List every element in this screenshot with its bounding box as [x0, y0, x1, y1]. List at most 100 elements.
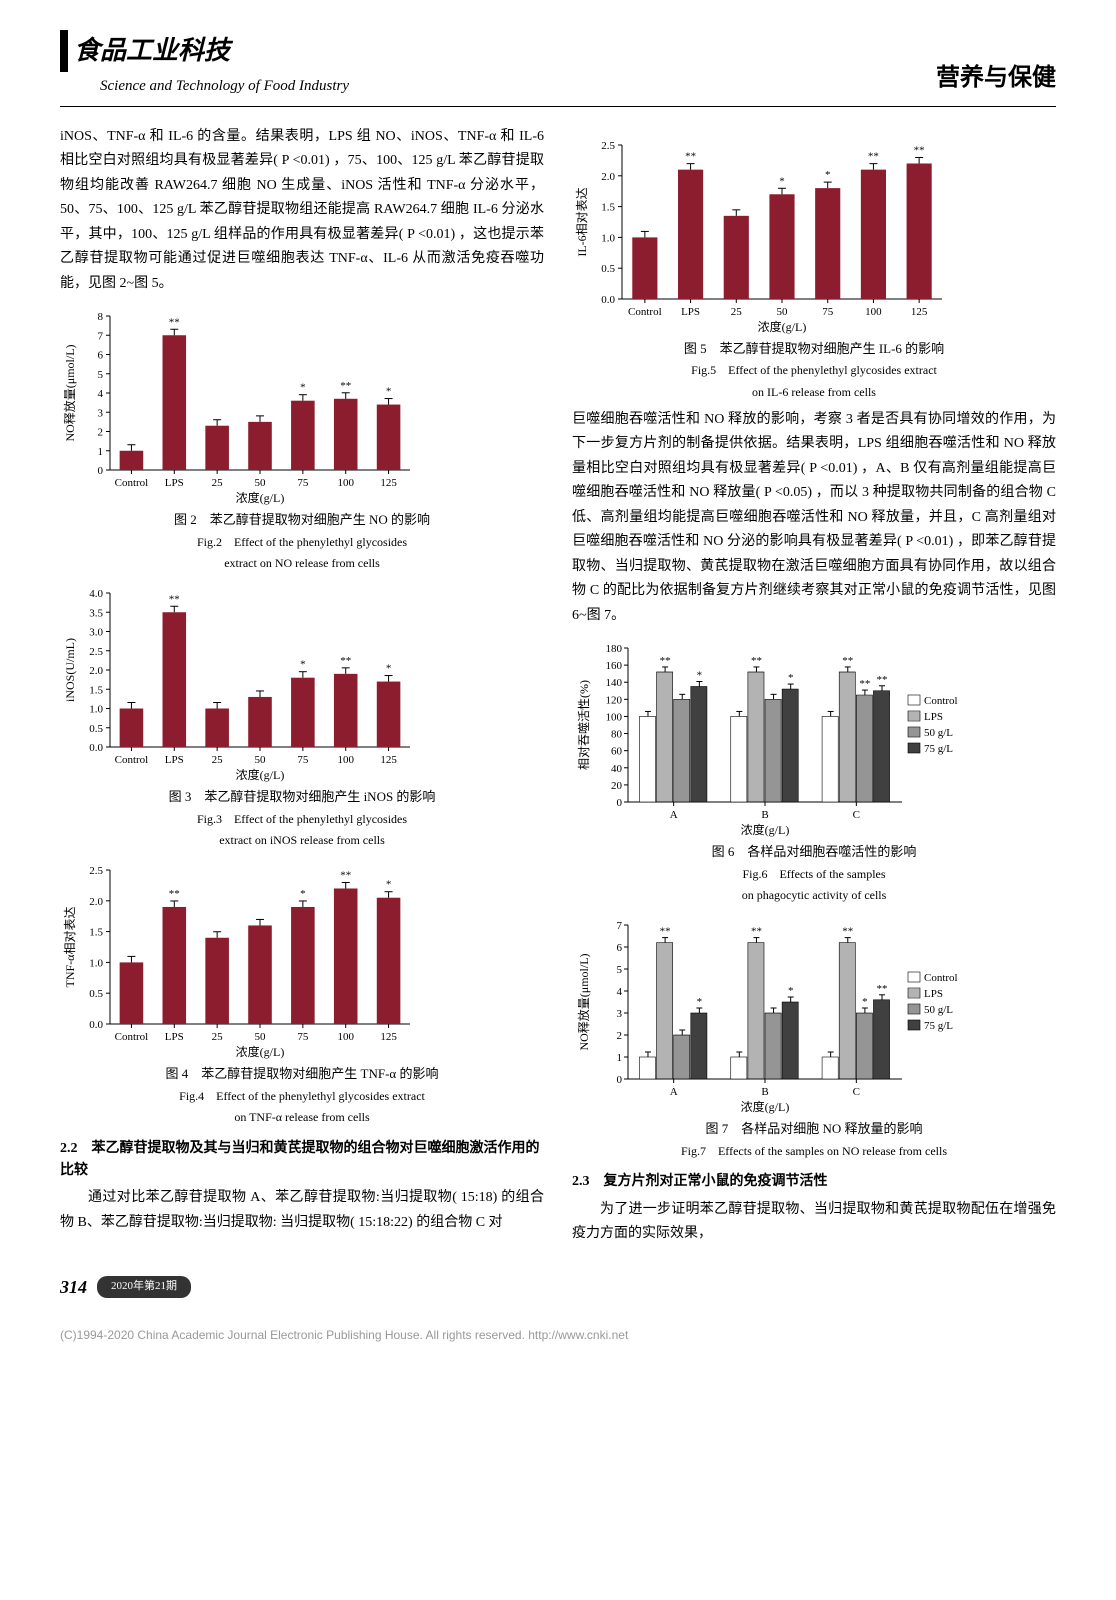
svg-text:50: 50 [255, 1031, 267, 1043]
fig7-wrap: 01234567NO释放量(μmol/L)***A***B*****C浓度(g/… [572, 915, 1056, 1161]
svg-text:75 g/L: 75 g/L [924, 743, 953, 755]
svg-text:**: ** [169, 316, 180, 328]
svg-text:*: * [300, 659, 306, 671]
svg-text:1.0: 1.0 [601, 232, 615, 244]
svg-text:**: ** [169, 594, 180, 606]
intro-para: iNOS、TNF-α 和 IL-6 的含量。结果表明，LPS 组 NO、iNOS… [60, 125, 544, 297]
two-column-layout: iNOS、TNF-α 和 IL-6 的含量。结果表明，LPS 组 NO、iNOS… [60, 125, 1056, 1247]
sec22-para: 通过对比苯乙醇苷提取物 A、苯乙醇苷提取物:当归提取物( 15:18) 的组合物… [60, 1186, 544, 1235]
page-number: 314 [60, 1273, 87, 1302]
svg-text:**: ** [914, 144, 925, 156]
svg-text:LPS: LPS [681, 306, 700, 318]
svg-text:B: B [761, 1086, 768, 1098]
svg-text:2: 2 [98, 427, 104, 439]
svg-text:4: 4 [98, 388, 104, 400]
svg-text:**: ** [751, 655, 762, 667]
fig7-caption-en1: Fig.7 Effects of the samples on NO relea… [572, 1142, 1056, 1161]
svg-text:**: ** [877, 983, 888, 995]
fig4-wrap: 0.00.51.01.52.02.5TNF-α相对表达Control**LPS2… [60, 860, 544, 1127]
svg-text:*: * [697, 670, 703, 682]
svg-text:120: 120 [606, 695, 623, 707]
svg-text:LPS: LPS [165, 1031, 184, 1043]
fig5-caption-en2: on IL-6 release from cells [572, 383, 1056, 402]
svg-text:LPS: LPS [924, 988, 943, 1000]
svg-text:浓度(g/L): 浓度(g/L) [236, 490, 285, 505]
fig5-caption-zh: 图 5 苯乙醇苷提取物对细胞产生 IL-6 的影响 [572, 339, 1056, 360]
fig5-wrap: 0.00.51.01.52.02.5IL-6相对表达Control**LPS25… [572, 135, 1056, 402]
fig3-caption-zh: 图 3 苯乙醇苷提取物对细胞产生 iNOS 的影响 [60, 787, 544, 808]
svg-text:**: ** [169, 888, 180, 900]
svg-text:**: ** [340, 380, 351, 392]
svg-text:125: 125 [380, 1031, 397, 1043]
sec22-head: 2.2 苯乙醇苷提取物及其与当归和黄芪提取物的组合物对巨噬细胞激活作用的比较 [60, 1138, 544, 1183]
svg-text:C: C [853, 809, 860, 821]
svg-text:0.5: 0.5 [89, 989, 103, 1001]
sec23-head: 2.3 复方片剂对正常小鼠的免疫调节活性 [572, 1171, 1056, 1193]
fig5-chart: 0.00.51.01.52.02.5IL-6相对表达Control**LPS25… [572, 135, 1056, 335]
svg-text:0: 0 [98, 465, 104, 477]
right-column: 0.00.51.01.52.02.5IL-6相对表达Control**LPS25… [572, 125, 1056, 1247]
svg-text:Control: Control [115, 1031, 149, 1043]
svg-text:0: 0 [617, 797, 623, 809]
svg-text:**: ** [340, 655, 351, 667]
page-footer: 314 2020年第21期 [60, 1273, 1056, 1302]
svg-text:100: 100 [606, 712, 623, 724]
svg-text:**: ** [868, 150, 879, 162]
svg-text:50 g/L: 50 g/L [924, 1004, 953, 1016]
svg-text:100: 100 [337, 754, 354, 766]
svg-text:6: 6 [617, 942, 623, 954]
svg-text:3: 3 [617, 1008, 623, 1020]
svg-text:1: 1 [98, 446, 104, 458]
svg-text:20: 20 [611, 780, 623, 792]
fig2-chart: 012345678NO释放量(μmol/L)Control**LPS2550*7… [60, 306, 544, 506]
svg-text:6: 6 [98, 350, 104, 362]
fig6-caption-zh: 图 6 各样品对细胞吞噬活性的影响 [572, 842, 1056, 863]
svg-text:2.5: 2.5 [601, 140, 615, 152]
fig2-caption-en2: extract on NO release from cells [60, 554, 544, 573]
svg-text:*: * [697, 996, 703, 1008]
svg-text:2.0: 2.0 [601, 170, 615, 182]
svg-text:A: A [670, 1086, 678, 1098]
svg-text:*: * [386, 663, 392, 675]
svg-text:2.5: 2.5 [89, 646, 103, 658]
svg-text:浓度(g/L): 浓度(g/L) [758, 319, 807, 334]
svg-text:2.0: 2.0 [89, 665, 103, 677]
svg-text:75 g/L: 75 g/L [924, 1020, 953, 1032]
svg-text:100: 100 [337, 1031, 354, 1043]
fig4-caption-en1: Fig.4 Effect of the phenylethyl glycosid… [60, 1087, 544, 1106]
svg-text:Control: Control [924, 972, 958, 984]
svg-text:浓度(g/L): 浓度(g/L) [236, 1044, 285, 1059]
svg-text:0.5: 0.5 [601, 263, 615, 275]
svg-text:*: * [779, 175, 785, 187]
svg-text:140: 140 [606, 677, 623, 689]
svg-text:50 g/L: 50 g/L [924, 727, 953, 739]
fig6-chart: 020406080100120140160180相对吞噬活性(%)***A***… [572, 638, 1056, 838]
svg-text:160: 160 [606, 660, 623, 672]
svg-text:**: ** [877, 674, 888, 686]
svg-text:25: 25 [212, 1031, 224, 1043]
fig4-caption-zh: 图 4 苯乙醇苷提取物对细胞产生 TNF-α 的影响 [60, 1064, 544, 1085]
svg-text:100: 100 [337, 477, 354, 489]
svg-text:75: 75 [297, 1031, 309, 1043]
svg-text:浓度(g/L): 浓度(g/L) [236, 767, 285, 782]
svg-text:*: * [300, 888, 306, 900]
page-header: 食品工业科技 Science and Technology of Food In… [60, 30, 1056, 98]
fig6-caption-en1: Fig.6 Effects of the samples [572, 865, 1056, 884]
svg-text:4.0: 4.0 [89, 588, 103, 600]
svg-text:50: 50 [255, 477, 267, 489]
svg-text:125: 125 [911, 306, 928, 318]
svg-text:B: B [761, 809, 768, 821]
svg-text:**: ** [751, 926, 762, 938]
svg-text:iNOS(U/mL): iNOS(U/mL) [63, 638, 77, 702]
svg-text:浓度(g/L): 浓度(g/L) [741, 1099, 790, 1114]
svg-text:0.0: 0.0 [89, 1019, 103, 1031]
svg-text:180: 180 [606, 643, 623, 655]
fig6-caption-en2: on phagocytic activity of cells [572, 886, 1056, 905]
svg-text:3.5: 3.5 [89, 608, 103, 620]
svg-text:75: 75 [297, 477, 309, 489]
svg-text:60: 60 [611, 746, 623, 758]
header-rule [60, 106, 1056, 107]
svg-text:125: 125 [380, 754, 397, 766]
fig4-caption-en2: on TNF-α release from cells [60, 1108, 544, 1127]
svg-text:100: 100 [865, 306, 882, 318]
